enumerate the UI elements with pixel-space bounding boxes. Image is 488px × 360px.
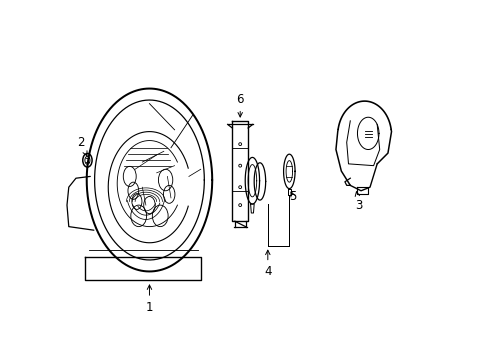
Text: 5: 5 [288, 190, 296, 203]
Text: 2: 2 [77, 136, 87, 156]
Text: 1: 1 [145, 285, 153, 314]
Text: 3: 3 [354, 192, 362, 212]
Text: 4: 4 [264, 250, 271, 278]
Text: 6: 6 [236, 93, 244, 117]
